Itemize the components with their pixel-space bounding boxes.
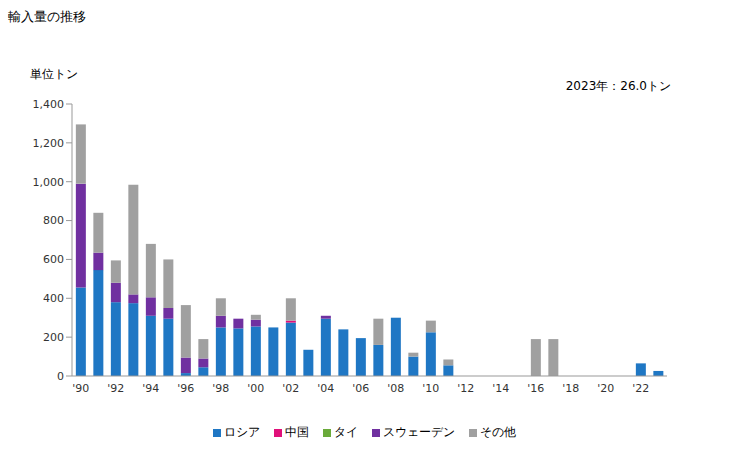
svg-text:'00: '00: [247, 382, 264, 395]
svg-text:'94: '94: [142, 382, 159, 395]
svg-text:400: 400: [43, 292, 64, 305]
svg-text:'16: '16: [527, 382, 544, 395]
svg-text:0: 0: [57, 370, 64, 383]
svg-text:'98: '98: [212, 382, 229, 395]
html-text:スウェーデン: スウェーデン: [383, 425, 455, 439]
svg-text:'02: '02: [282, 382, 299, 395]
html-text:ロシア: ロシア: [224, 425, 260, 439]
html-text:2023年：26.0トン: 2023年：26.0トン: [565, 79, 671, 93]
svg-text:600: 600: [43, 253, 64, 266]
html-text:輸入量の推移: 輸入量の推移: [8, 9, 86, 24]
svg-text:800: 800: [43, 214, 64, 227]
svg-text:'08: '08: [387, 382, 404, 395]
svg-text:'10: '10: [422, 382, 439, 395]
svg-text:'22: '22: [632, 382, 649, 395]
svg-text:'90: '90: [72, 382, 89, 395]
svg-text:1,200: 1,200: [33, 137, 65, 150]
svg-text:'06: '06: [352, 382, 369, 395]
html-text:単位トン: 単位トン: [30, 67, 78, 81]
svg-text:'18: '18: [562, 382, 579, 395]
svg-text:'96: '96: [177, 382, 194, 395]
html-text:タイ: タイ: [334, 425, 358, 439]
svg-text:1,000: 1,000: [33, 176, 65, 189]
svg-text:'14: '14: [492, 382, 509, 395]
svg-text:200: 200: [43, 331, 64, 344]
svg-text:'92: '92: [107, 382, 124, 395]
svg-text:'20: '20: [597, 382, 614, 395]
svg-text:'12: '12: [457, 382, 474, 395]
svg-text:1,400: 1,400: [33, 98, 65, 111]
html-text:中国: 中国: [285, 425, 309, 439]
svg-text:'04: '04: [317, 382, 334, 395]
html-text:その他: その他: [480, 425, 516, 439]
